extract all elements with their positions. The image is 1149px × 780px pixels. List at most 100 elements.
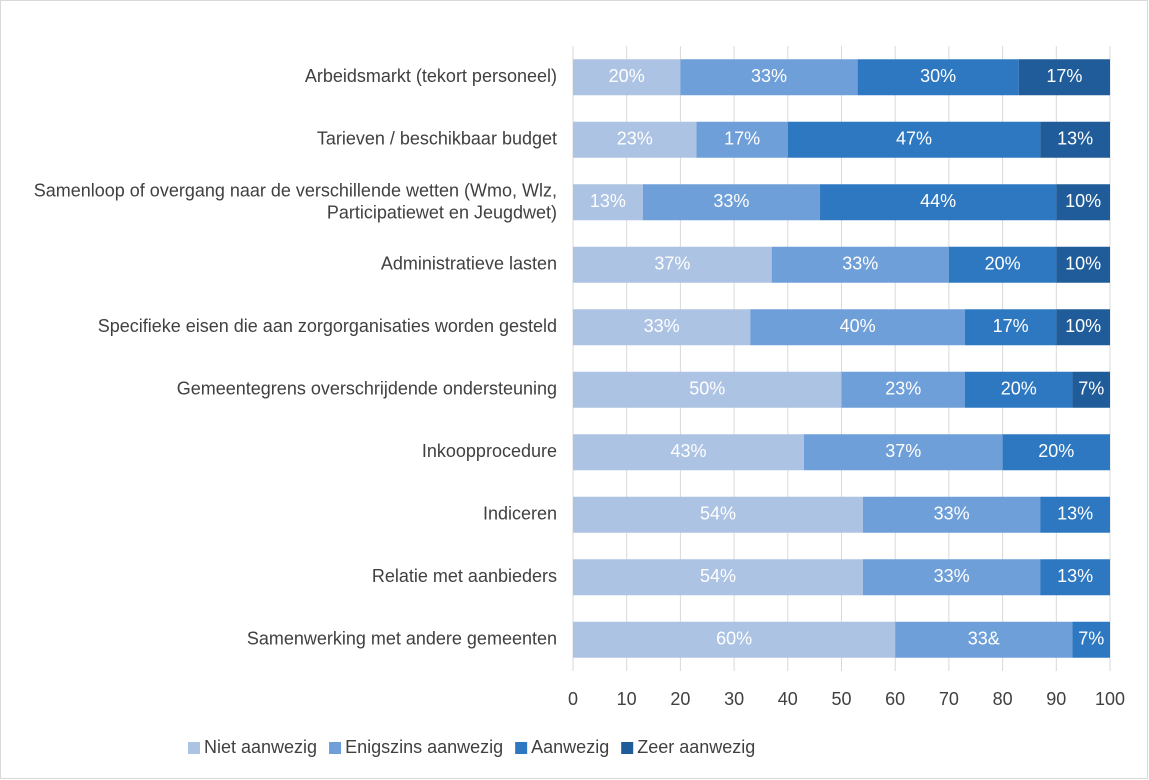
data-label: 60% xyxy=(716,629,752,649)
data-label: 40% xyxy=(840,316,876,336)
data-label: 33% xyxy=(644,316,680,336)
bar-segment xyxy=(1056,309,1110,346)
legend-swatch xyxy=(621,742,634,754)
y-tick-label: Samenwerking met andere gemeenten xyxy=(247,629,557,649)
x-tick-label: 50 xyxy=(831,689,851,709)
y-tick-label: Specifieke eisen die aan zorgorganisatie… xyxy=(98,316,557,336)
x-tick-label: 70 xyxy=(939,689,959,709)
y-tick-label: Inkoopprocedure xyxy=(422,441,557,461)
bar-segment xyxy=(771,246,949,283)
legend-label: Aanwezig xyxy=(531,737,609,757)
x-tick-label: 0 xyxy=(568,689,578,709)
bar-segment xyxy=(965,309,1057,346)
bar-segment xyxy=(696,121,788,158)
bar-segment xyxy=(573,184,643,221)
x-tick-label: 40 xyxy=(778,689,798,709)
data-label: 44% xyxy=(920,191,956,211)
bar-segment xyxy=(573,559,863,596)
y-tick-label: Indiceren xyxy=(483,504,557,524)
data-label: 23% xyxy=(617,129,653,149)
legend-label: Zeer aanwezig xyxy=(637,737,755,757)
bar-segment xyxy=(820,184,1057,221)
legend-label: Enigszins aanwezig xyxy=(345,737,503,757)
data-label: 54% xyxy=(700,566,736,586)
bar-segment xyxy=(573,309,751,346)
bar-segment xyxy=(573,246,772,283)
data-label: 30% xyxy=(920,66,956,86)
bar-segment xyxy=(573,59,681,96)
legend-swatch xyxy=(188,742,200,754)
data-label: 10% xyxy=(1065,316,1101,336)
y-tick-label: Samenloop of overgang naar de verschille… xyxy=(34,180,557,222)
bar-segment xyxy=(1040,496,1110,533)
data-label: 13% xyxy=(1057,504,1093,524)
y-tick-label: Relatie met aanbieders xyxy=(372,566,557,586)
x-tick-label: 80 xyxy=(993,689,1013,709)
data-label: 13% xyxy=(1057,566,1093,586)
bar-segment xyxy=(787,121,1041,158)
data-label: 43% xyxy=(670,441,706,461)
bar-segment xyxy=(573,121,697,158)
bar-segment xyxy=(841,371,966,408)
data-label: 47% xyxy=(896,129,932,149)
y-tick-label: Administratieve lasten xyxy=(381,254,557,274)
data-label: 33% xyxy=(934,566,970,586)
data-label: 13% xyxy=(590,191,626,211)
y-tick-label: Arbeidsmarkt (tekort personeel) xyxy=(305,66,557,86)
bar-segment xyxy=(573,621,896,658)
data-label: 10% xyxy=(1065,254,1101,274)
data-label: 33% xyxy=(751,66,787,86)
data-label: 33& xyxy=(968,629,1000,649)
bar-segment xyxy=(1040,559,1110,596)
legend-swatch xyxy=(329,742,342,754)
bar-segment xyxy=(1018,59,1110,96)
data-label: 20% xyxy=(1001,379,1037,399)
bar-segment xyxy=(965,371,1073,408)
legend-label: Niet aanwezig xyxy=(204,737,317,757)
bar-segment xyxy=(1072,621,1110,658)
data-label: 23% xyxy=(885,379,921,399)
data-label: 7% xyxy=(1078,629,1104,649)
bar-segment xyxy=(862,496,1041,533)
x-tick-label: 90 xyxy=(1046,689,1066,709)
x-tick-label: 60 xyxy=(885,689,905,709)
data-label: 37% xyxy=(885,441,921,461)
bar-segment xyxy=(573,371,842,408)
bar-segment xyxy=(1056,184,1110,221)
bar-segment xyxy=(680,59,858,96)
data-label: 37% xyxy=(654,254,690,274)
data-label: 50% xyxy=(689,379,725,399)
data-label: 33% xyxy=(713,191,749,211)
bar-segment xyxy=(573,496,863,533)
y-tick-label: Gemeentegrens overschrijdende ondersteun… xyxy=(177,379,557,399)
bar-segment xyxy=(750,309,966,346)
data-label: 13% xyxy=(1057,129,1093,149)
legend-swatch xyxy=(515,742,528,754)
data-label: 7% xyxy=(1078,379,1104,399)
bar-segment xyxy=(1072,371,1110,408)
bar-segment xyxy=(1056,246,1110,283)
x-tick-label: 100 xyxy=(1095,689,1125,709)
bar-segment xyxy=(948,246,1057,283)
bar-segment xyxy=(1002,434,1110,471)
data-label: 54% xyxy=(700,504,736,524)
bar-segment xyxy=(803,434,1003,471)
x-tick-label: 20 xyxy=(670,689,690,709)
data-label: 20% xyxy=(985,254,1021,274)
data-label: 17% xyxy=(724,129,760,149)
x-tick-label: 10 xyxy=(617,689,637,709)
data-label: 17% xyxy=(993,316,1029,336)
bar-segment xyxy=(1040,121,1110,158)
data-label: 20% xyxy=(609,66,645,86)
bar-segment xyxy=(642,184,821,221)
bar-segment xyxy=(895,621,1073,658)
data-label: 33% xyxy=(842,254,878,274)
data-label: 20% xyxy=(1038,441,1074,461)
x-tick-label: 30 xyxy=(724,689,744,709)
y-tick-label: Tarieven / beschikbaar budget xyxy=(317,129,557,149)
data-label: 33% xyxy=(934,504,970,524)
data-label: 10% xyxy=(1065,191,1101,211)
data-label: 17% xyxy=(1046,66,1082,86)
bar-segment xyxy=(862,559,1041,596)
